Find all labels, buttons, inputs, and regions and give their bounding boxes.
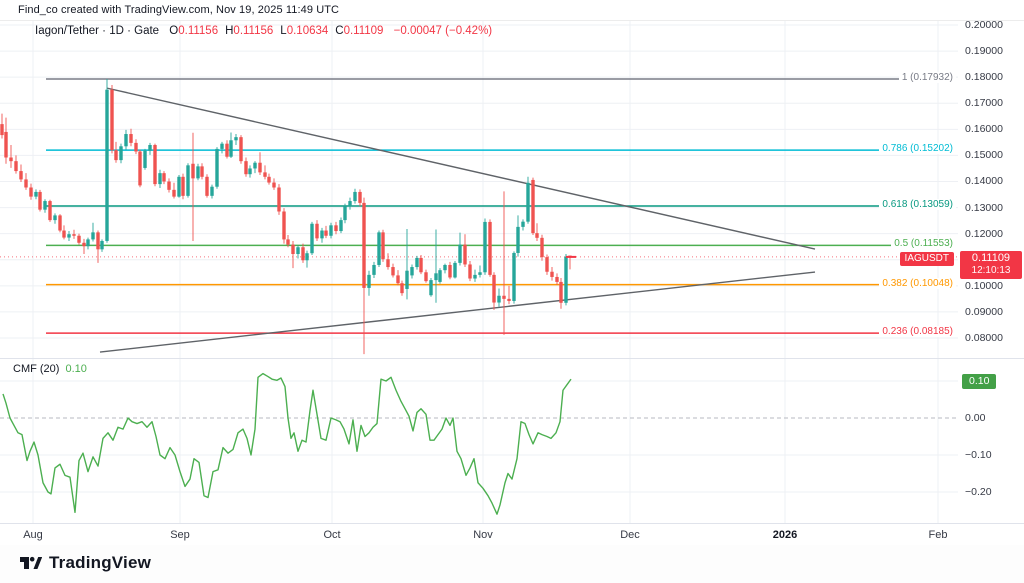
tradingview-logo[interactable]: TradingView	[18, 551, 151, 575]
cmf-value-badge: 0.10	[962, 374, 997, 389]
price-tick-label: 0.14000	[965, 175, 1003, 188]
cmf-tick-label: −0.20	[965, 486, 992, 498]
price-line-symbol-tag: IAGUSDT	[899, 252, 954, 266]
tradingview-wordmark: TradingView	[49, 553, 152, 572]
legend-separator: ·	[127, 25, 131, 37]
footer-bar: TradingView	[0, 545, 1024, 583]
cmf-label: CMF (20)	[13, 363, 60, 375]
price-tick-label: 0.20000	[965, 19, 1003, 31]
legend-ohlc-letter: O	[169, 25, 179, 37]
time-axis-label: Feb	[928, 529, 948, 541]
price-tick-label: 0.10000	[965, 279, 1003, 292]
price-tick-label: 0.18000	[965, 71, 1003, 84]
legend-ohlc-letter: C	[335, 25, 344, 37]
legend-ohlc-value: 0.10634	[286, 25, 329, 37]
legend-symbol[interactable]: Iagon/Tether	[35, 25, 99, 37]
time-axis-label: Dec	[620, 529, 640, 541]
tradingview-logo-icon	[20, 556, 42, 569]
legend-change: −0.00047 (−0.42%)	[393, 25, 493, 37]
legend-ohlc-values: O0.11156 H0.11156 L0.10634 C0.11109	[162, 25, 383, 37]
fib-level-label: 0.236 (0.08185)	[879, 326, 956, 338]
legend-separator: ·	[102, 25, 106, 37]
cmf-tick-label: −0.10	[965, 449, 992, 461]
attribution-text: Find_co created with TradingView.com, No…	[18, 4, 340, 16]
chart-legend: Iagon/Tether · 1D · Gate O0.11156 H0.1115…	[35, 25, 492, 37]
candle-countdown-timer: 12:10:13	[971, 265, 1011, 276]
cmf-tick-label: 0.00	[965, 412, 986, 424]
last-price-badge: 0.11109 12:10:13	[960, 251, 1022, 279]
cmf-indicator-legend[interactable]: CMF (20) 0.10	[13, 363, 87, 375]
legend-timeframe[interactable]: 1D	[109, 25, 124, 37]
fib-level-label: 0.5 (0.11553)	[891, 238, 956, 250]
legend-ohlc-value: 0.11156	[178, 25, 219, 37]
fib-level-label: 0.382 (0.10048)	[879, 277, 956, 289]
legend-ohlc-letter: L	[280, 25, 287, 37]
price-tick-label: 0.17000	[965, 97, 1003, 110]
time-axis-label: Sep	[170, 529, 190, 541]
time-axis-label: 2026	[772, 529, 798, 541]
legend-exchange: Gate	[134, 25, 160, 37]
price-tick-label: 0.13000	[965, 201, 1003, 214]
price-tick-label: 0.09000	[965, 305, 1003, 318]
legend-ohlc-value: 0.11109	[343, 25, 384, 37]
fib-level-label: 1 (0.17932)	[898, 71, 956, 83]
fib-level-label: 0.786 (0.15202)	[879, 143, 956, 155]
time-axis-label: Nov	[473, 529, 493, 541]
fib-level-label: 0.618 (0.13059)	[879, 199, 956, 211]
legend-ohlc-letter: H	[225, 25, 234, 37]
price-tick-label: 0.19000	[965, 45, 1003, 58]
cmf-value: 0.10	[65, 363, 87, 375]
price-tick-label: 0.12000	[965, 227, 1003, 240]
price-tick-label: 0.15000	[965, 149, 1003, 162]
price-tick-label: 0.16000	[965, 123, 1003, 136]
legend-ohlc-value: 0.11156	[233, 25, 274, 37]
time-axis-label: Aug	[23, 529, 43, 541]
time-axis-label: Oct	[323, 529, 341, 541]
attribution-bar: Find_co created with TradingView.com, No…	[0, 0, 1024, 21]
last-price-value: 0.11109	[971, 252, 1011, 264]
price-tick-label: 0.08000	[965, 331, 1003, 344]
